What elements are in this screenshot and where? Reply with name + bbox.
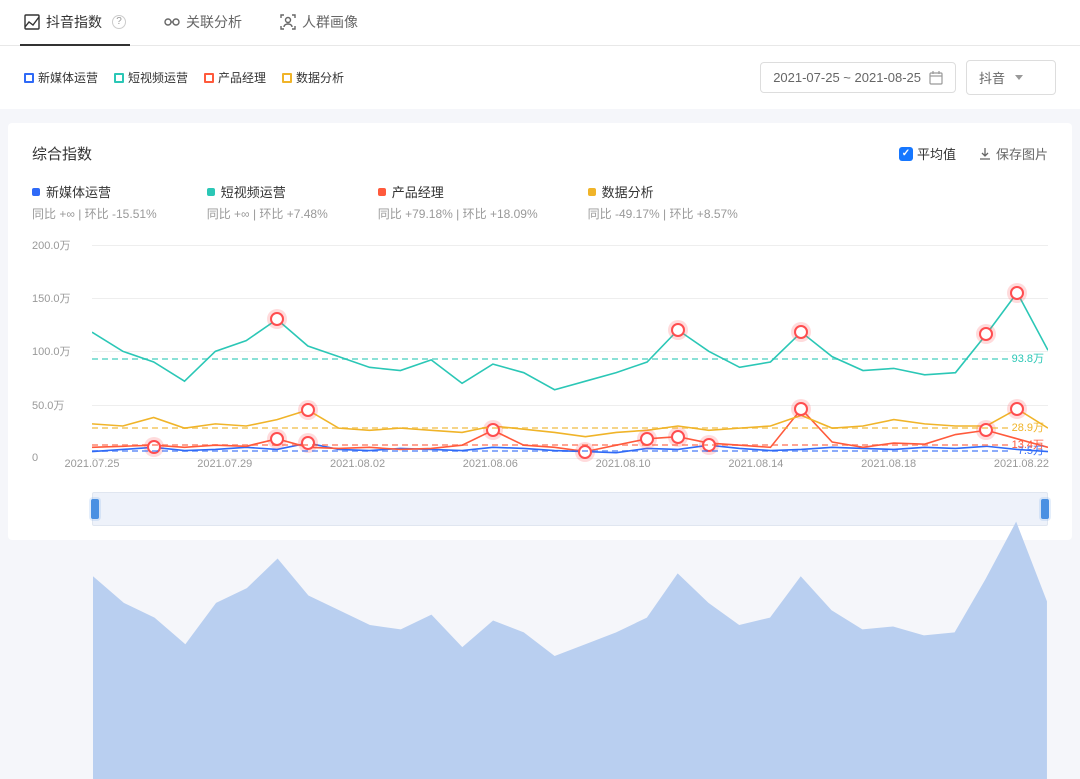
series-name: 产品经理 xyxy=(392,182,444,201)
save-image-button[interactable]: 保存图片 xyxy=(978,144,1048,163)
link-icon xyxy=(164,14,180,30)
series-name: 新媒体运营 xyxy=(46,182,111,201)
tab-index[interactable]: 抖音指数 ? xyxy=(20,0,130,46)
y-axis-tick: 0 xyxy=(32,452,38,464)
series-item-dsp[interactable]: 短视频运营 同比 +∞ | 环比 +7.48% xyxy=(207,182,328,222)
tab-label: 关联分析 xyxy=(186,12,242,32)
series-item-cpm[interactable]: 产品经理 同比 +79.18% | 环比 +18.09% xyxy=(378,182,538,222)
legend-swatch-icon xyxy=(24,73,34,83)
series-swatch-icon xyxy=(588,188,596,196)
avg-line-label: 28.9万 xyxy=(1012,419,1044,435)
y-axis-tick: 150.0万 xyxy=(32,290,71,306)
legend-swatch-icon xyxy=(282,73,292,83)
brush-handle-left[interactable] xyxy=(91,499,99,519)
help-icon[interactable]: ? xyxy=(112,15,126,29)
x-axis-tick: 2021.08.18 xyxy=(861,458,916,470)
x-axis-tick: 2021.08.14 xyxy=(728,458,783,470)
highlight-point xyxy=(979,327,993,341)
save-label: 保存图片 xyxy=(996,144,1048,163)
date-range-picker[interactable]: 2021-07-25 ~ 2021-08-25 xyxy=(760,62,956,93)
brush-handle-right[interactable] xyxy=(1041,499,1049,519)
highlight-point xyxy=(301,403,315,417)
highlight-point xyxy=(794,325,808,339)
legend-swatch-icon xyxy=(114,73,124,83)
series-swatch-icon xyxy=(378,188,386,196)
x-axis-tick: 2021.07.29 xyxy=(197,458,252,470)
tab-relation[interactable]: 关联分析 xyxy=(160,0,246,46)
highlight-point xyxy=(486,423,500,437)
highlight-point xyxy=(270,312,284,326)
filter-controls: 2021-07-25 ~ 2021-08-25 抖音 xyxy=(760,60,1056,95)
y-axis-tick: 50.0万 xyxy=(32,397,64,413)
legend-filter-cpm[interactable]: 产品经理 xyxy=(204,69,266,86)
time-brush[interactable] xyxy=(92,492,1048,526)
series-item-sja[interactable]: 数据分析 同比 -49.17% | 环比 +8.57% xyxy=(588,182,738,222)
highlight-point xyxy=(794,402,808,416)
chevron-down-icon xyxy=(1015,75,1023,80)
legend-filter-xmt[interactable]: 新媒体运营 xyxy=(24,69,98,86)
series-name: 数据分析 xyxy=(602,182,654,201)
download-icon xyxy=(978,147,992,161)
x-axis-tick: 2021.08.06 xyxy=(463,458,518,470)
series-item-xmt[interactable]: 新媒体运营 同比 +∞ | 环比 -15.51% xyxy=(32,182,157,222)
highlight-point xyxy=(1010,402,1024,416)
tab-label: 抖音指数 xyxy=(46,12,102,32)
y-axis-tick: 100.0万 xyxy=(32,343,71,359)
legend-filter-label: 数据分析 xyxy=(296,69,344,86)
series-legend: 新媒体运营 同比 +∞ | 环比 -15.51% 短视频运营 同比 +∞ | 环… xyxy=(32,182,1048,222)
legend-filter-dsp[interactable]: 短视频运营 xyxy=(114,69,188,86)
highlight-point xyxy=(671,323,685,337)
highlight-point xyxy=(1010,286,1024,300)
series-stats: 同比 +∞ | 环比 +7.48% xyxy=(207,205,328,222)
chart-line-icon xyxy=(24,14,40,30)
x-axis-tick: 2021.08.10 xyxy=(596,458,651,470)
avg-checkbox[interactable]: 平均值 xyxy=(899,144,956,163)
legend-filter-sja[interactable]: 数据分析 xyxy=(282,69,344,86)
avg-line-label: 13.4万 xyxy=(1012,436,1044,452)
highlight-point xyxy=(979,423,993,437)
date-range-label: 2021-07-25 ~ 2021-08-25 xyxy=(773,70,921,85)
legend-filter-label: 新媒体运营 xyxy=(38,69,98,86)
user-scan-icon xyxy=(280,14,296,30)
select-value: 抖音 xyxy=(979,68,1005,87)
x-axis-tick: 2021.07.25 xyxy=(64,458,119,470)
legend-filter-label: 产品经理 xyxy=(218,69,266,86)
legend-swatch-icon xyxy=(204,73,214,83)
series-stats: 同比 +79.18% | 环比 +18.09% xyxy=(378,205,538,222)
main-tabs: 抖音指数 ? 关联分析 人群画像 xyxy=(0,0,1080,46)
filter-bar: 新媒体运营 短视频运营 产品经理 数据分析 2021-07-25 ~ 2021-… xyxy=(0,46,1080,109)
chart-plot-area: 050.0万100.0万150.0万200.0万7.5万93.8万13.4万28… xyxy=(32,234,1048,484)
chart-title: 综合指数 xyxy=(32,143,92,164)
chart-card: 综合指数 平均值 保存图片 新媒体运营 同比 +∞ | 环比 -15.51% 短… xyxy=(8,123,1072,540)
y-axis-tick: 200.0万 xyxy=(32,237,71,253)
calendar-icon xyxy=(929,71,943,85)
checkbox-label: 平均值 xyxy=(917,144,956,163)
tab-label: 人群画像 xyxy=(302,12,358,32)
platform-select[interactable]: 抖音 xyxy=(966,60,1056,95)
checkbox-icon xyxy=(899,147,913,161)
brush-sparkline xyxy=(93,493,1047,779)
highlight-point xyxy=(147,440,161,454)
series-stats: 同比 +∞ | 环比 -15.51% xyxy=(32,205,157,222)
avg-line-label: 93.8万 xyxy=(1012,350,1044,366)
legend-filter-label: 短视频运营 xyxy=(128,69,188,86)
tab-profile[interactable]: 人群画像 xyxy=(276,0,362,46)
series-swatch-icon xyxy=(32,188,40,196)
x-axis-tick: 2021.08.02 xyxy=(330,458,385,470)
series-name: 短视频运营 xyxy=(221,182,286,201)
highlight-point xyxy=(671,430,685,444)
legend-filters: 新媒体运营 短视频运营 产品经理 数据分析 xyxy=(24,69,344,86)
series-swatch-icon xyxy=(207,188,215,196)
x-axis-tick: 2021.08.22 xyxy=(994,458,1049,470)
series-stats: 同比 -49.17% | 环比 +8.57% xyxy=(588,205,738,222)
